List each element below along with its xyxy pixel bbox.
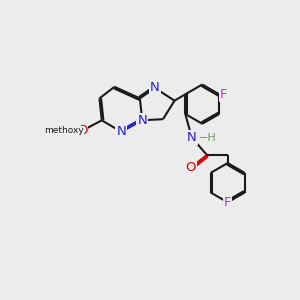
Text: F: F — [224, 196, 231, 209]
Text: O: O — [185, 161, 196, 174]
Text: N: N — [116, 125, 126, 138]
Text: F: F — [220, 88, 227, 101]
Text: N: N — [150, 82, 160, 94]
Text: −H: −H — [199, 133, 217, 142]
Text: O: O — [77, 124, 87, 137]
Text: N: N — [137, 114, 147, 127]
Text: N: N — [187, 131, 197, 144]
Text: methoxy: methoxy — [44, 126, 83, 135]
